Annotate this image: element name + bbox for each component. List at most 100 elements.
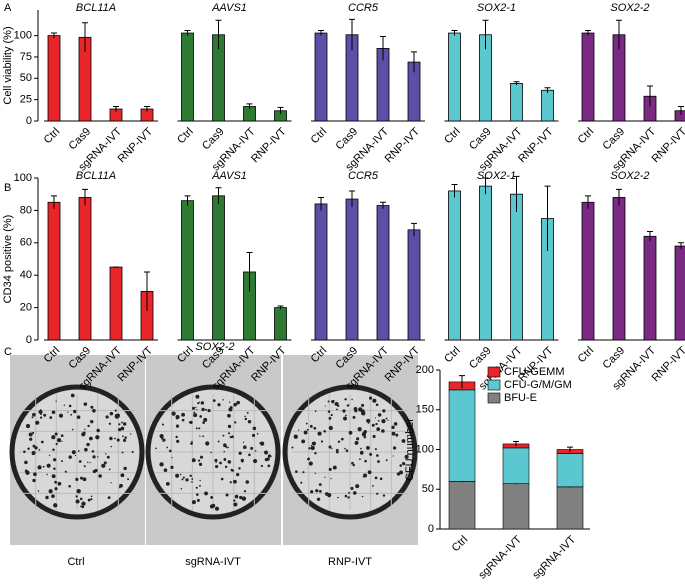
colony [361, 495, 364, 498]
colony [350, 486, 354, 490]
colony [266, 457, 270, 461]
group-title: AAVS1 [211, 2, 247, 14]
colony [307, 457, 310, 461]
colony [327, 493, 332, 498]
colony [328, 416, 332, 420]
colony [78, 460, 82, 463]
colony [239, 495, 243, 500]
error-bar [246, 103, 253, 110]
colony [354, 440, 359, 445]
colony [310, 445, 315, 451]
colony [171, 456, 173, 459]
colony [40, 413, 43, 415]
y-tick-label: 75 [20, 51, 32, 63]
colony [191, 481, 193, 483]
x-tick-label: Ctrl [442, 345, 463, 366]
colony [241, 496, 247, 501]
colony [48, 454, 51, 456]
colony [222, 434, 225, 437]
colony [234, 494, 239, 499]
colony [267, 454, 272, 458]
colony [363, 473, 368, 478]
colony [308, 447, 311, 450]
colony [238, 467, 241, 470]
panel-label: B [4, 182, 11, 194]
colony [198, 427, 201, 430]
colony [354, 409, 358, 413]
colony [75, 477, 79, 481]
colony [344, 494, 348, 498]
colony [195, 486, 198, 489]
colony [355, 484, 360, 489]
colony [23, 450, 26, 454]
colony [163, 468, 168, 473]
colony [37, 465, 42, 470]
colony [24, 460, 28, 465]
colony [185, 478, 189, 482]
colony [391, 425, 395, 429]
error-bar [678, 105, 684, 116]
colony [305, 422, 308, 425]
colony [343, 416, 347, 421]
colony [298, 429, 300, 431]
colony [228, 401, 231, 403]
error-bar [451, 29, 458, 36]
bar [541, 89, 554, 122]
colony [335, 450, 339, 454]
colony [233, 499, 236, 502]
colony [161, 423, 165, 426]
colony [168, 449, 172, 453]
colony [92, 455, 96, 459]
x-tick-label: Ctrl [309, 126, 330, 147]
colony [76, 415, 81, 419]
group-title: SOX2-2 [610, 170, 649, 182]
x-tick-label: Cas9 [334, 126, 361, 153]
colony [214, 506, 220, 511]
image-title: SOX2-2 [195, 341, 234, 353]
colony [189, 420, 193, 424]
colony [252, 426, 257, 431]
y-tick-label: 100 [14, 30, 32, 42]
colony [337, 496, 339, 499]
colony [80, 505, 83, 508]
colony [342, 409, 346, 413]
colony [348, 491, 350, 494]
colony [324, 476, 326, 478]
colony [205, 441, 210, 446]
y-tick-label: 50 [20, 72, 32, 84]
colony [39, 416, 43, 419]
colony [91, 450, 95, 453]
colony [90, 495, 93, 498]
x-tick-label: sgRNA-IVT [530, 533, 578, 581]
y-tick-label: 40 [20, 269, 32, 281]
bar [47, 35, 61, 122]
colony [162, 440, 164, 442]
y-tick-label: 150 [416, 404, 434, 416]
colony [229, 406, 233, 410]
y-tick-label: 25 [20, 94, 32, 106]
colony [109, 411, 114, 416]
colony [120, 426, 125, 431]
colony [57, 481, 62, 486]
colony [101, 463, 106, 468]
colony [51, 410, 56, 415]
colony [175, 435, 178, 439]
colony [83, 402, 88, 406]
colony [227, 413, 231, 418]
colony [155, 447, 157, 450]
colony [209, 504, 214, 509]
colony [244, 417, 248, 421]
colony [331, 447, 333, 450]
colony [345, 414, 347, 417]
colony [176, 415, 178, 418]
y-tick-label: 60 [20, 237, 32, 249]
colony [231, 435, 234, 439]
colony [254, 450, 257, 452]
x-tick-label: Ctrl [576, 345, 597, 366]
colony [236, 400, 240, 405]
colony [377, 420, 380, 422]
colony [197, 402, 200, 405]
colony [377, 413, 382, 417]
colony [78, 450, 80, 452]
colony [54, 487, 58, 491]
